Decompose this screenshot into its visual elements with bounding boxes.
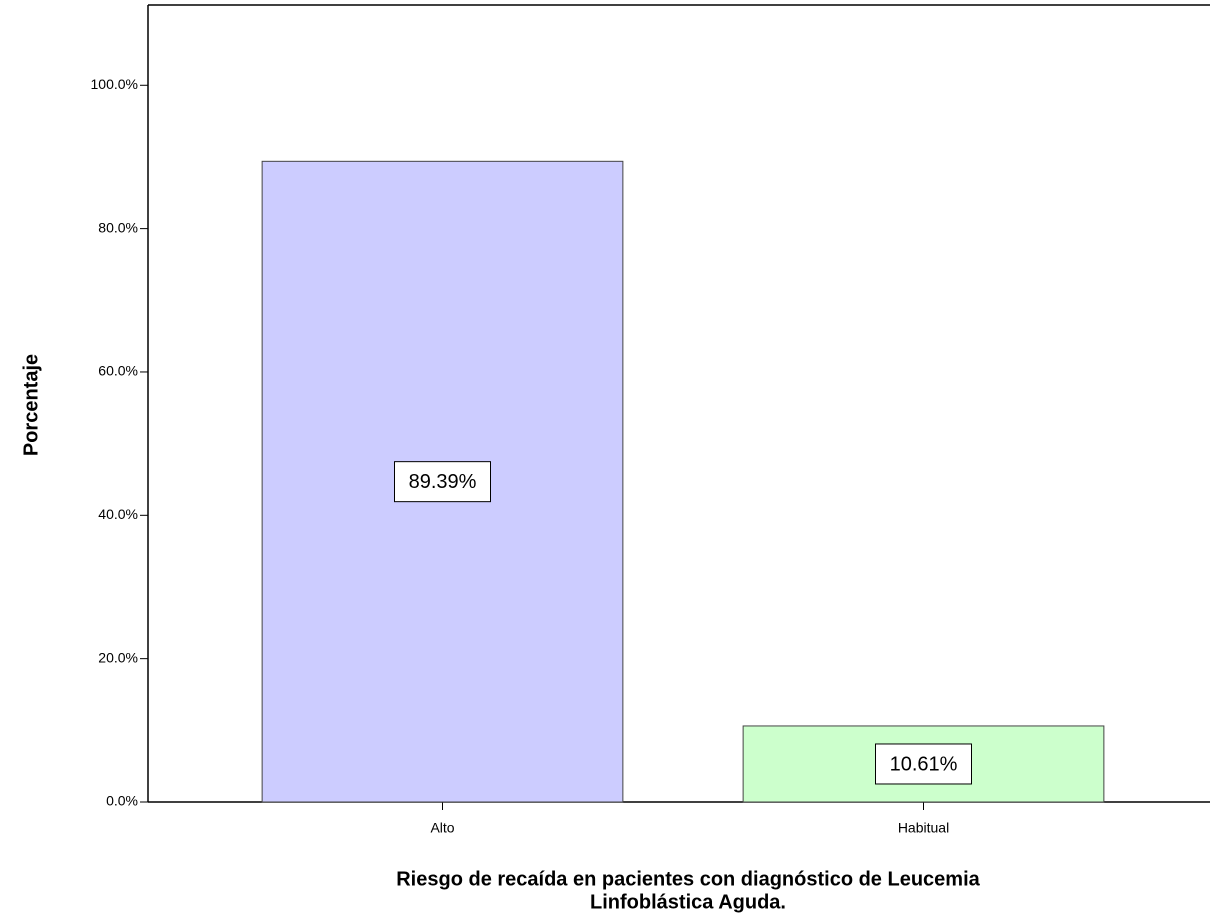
y-tick-label: 0.0% — [106, 793, 138, 809]
x-axis-title: Riesgo de recaída en pacientes con diagn… — [396, 868, 980, 890]
y-tick-label: 20.0% — [98, 649, 138, 665]
x-tick-label: Habitual — [898, 820, 949, 836]
x-axis-title: Linfoblástica Aguda. — [590, 891, 786, 913]
value-label: 10.61% — [890, 753, 958, 775]
x-tick-label: Alto — [430, 820, 454, 836]
y-tick-label: 60.0% — [98, 363, 138, 379]
value-label-box — [394, 461, 491, 503]
y-tick-label: 40.0% — [98, 506, 138, 522]
y-tick-label: 100.0% — [91, 76, 138, 92]
y-tick-label: 80.0% — [98, 219, 138, 235]
value-label-box — [875, 743, 972, 785]
value-label: 89.39% — [409, 471, 477, 493]
y-axis-title: Porcentaje — [20, 354, 42, 456]
